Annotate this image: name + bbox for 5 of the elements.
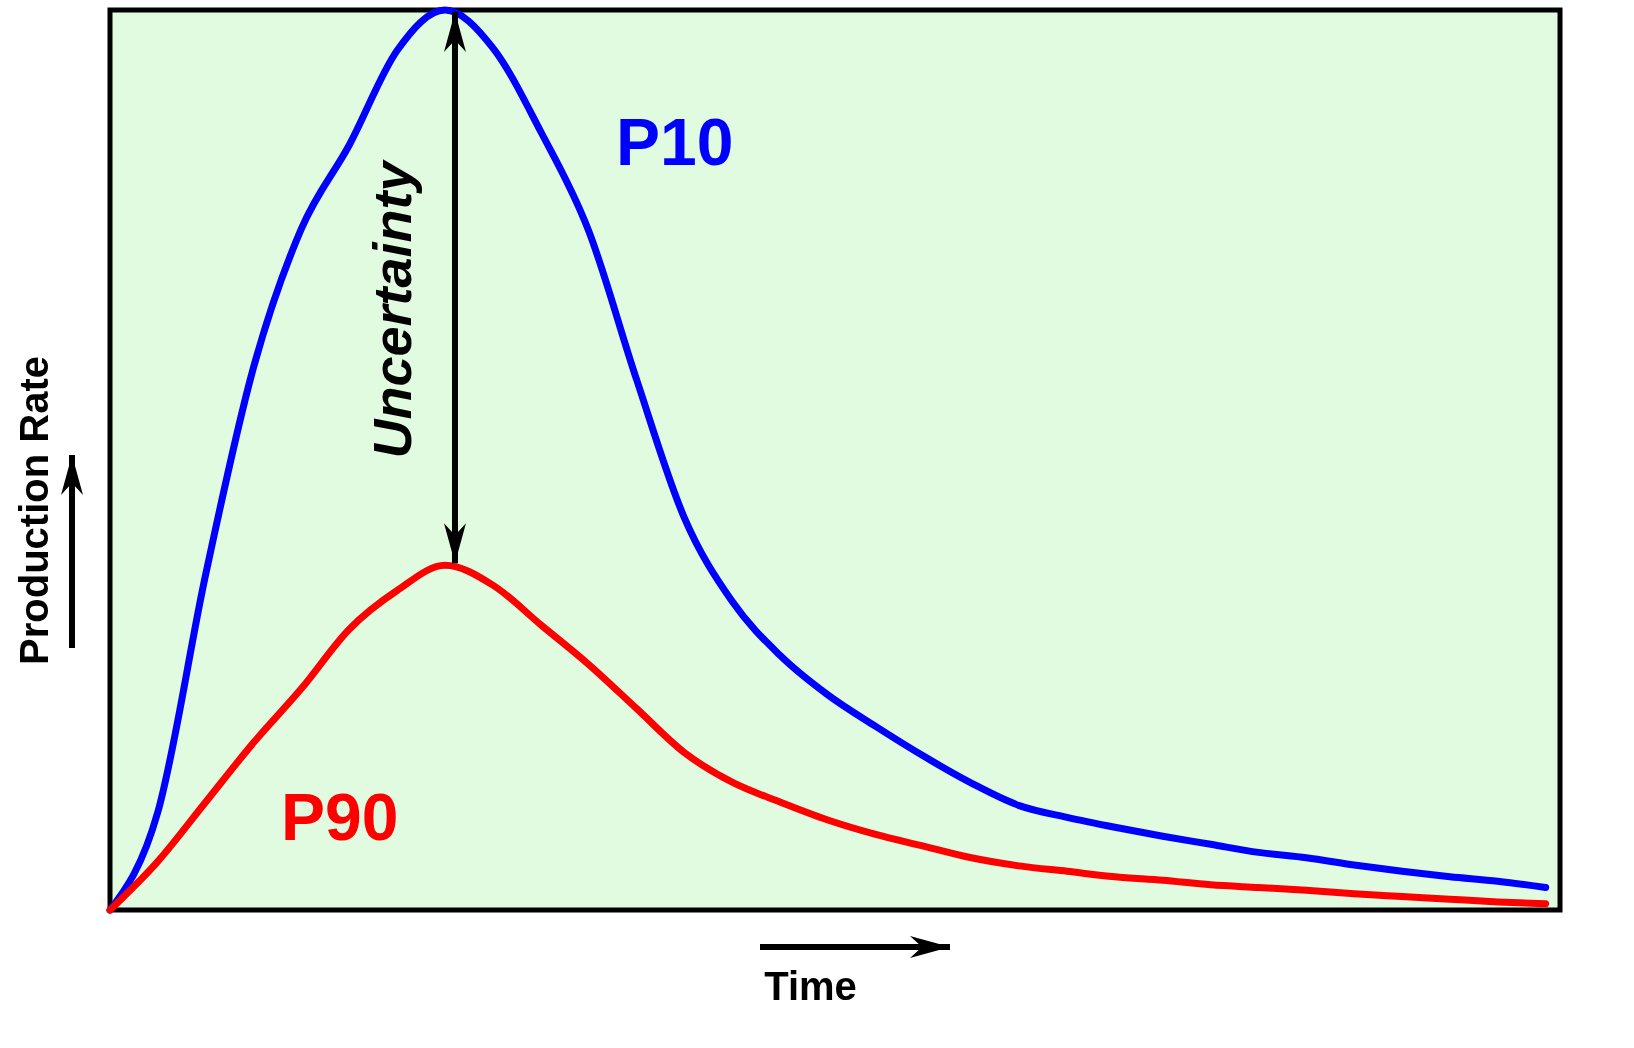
series-label: P10	[615, 105, 734, 179]
series-label: P90	[280, 780, 399, 854]
x-axis-title: Time	[764, 963, 857, 1008]
y-axis-title: Production Rate	[11, 356, 56, 665]
annotation: Uncertainty	[361, 158, 422, 459]
